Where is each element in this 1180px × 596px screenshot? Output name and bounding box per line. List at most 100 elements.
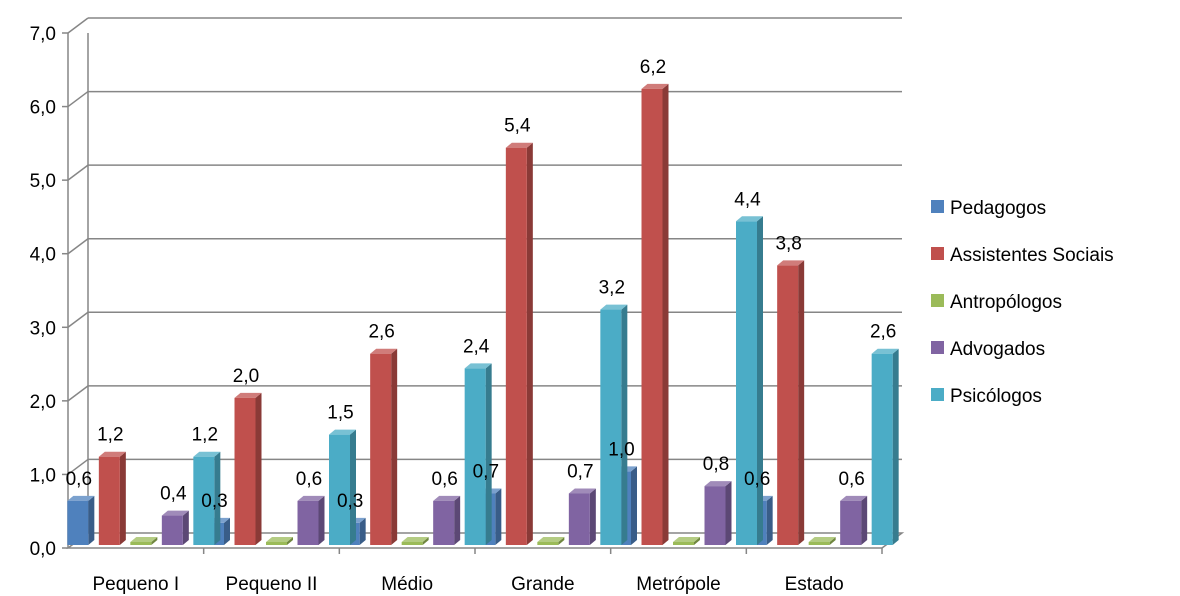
data-label: 2,0 <box>233 366 259 387</box>
bar-front <box>401 542 423 545</box>
bar <box>673 537 700 545</box>
gridline-side <box>67 90 89 108</box>
bar-front <box>871 353 893 545</box>
bar-top <box>840 495 868 501</box>
bar-top <box>537 537 565 542</box>
data-label: 0,3 <box>201 491 227 512</box>
bar-front <box>67 500 89 545</box>
bar-side <box>255 392 262 545</box>
gridline-side <box>67 385 89 402</box>
bar-top <box>161 510 189 516</box>
bar <box>600 304 628 545</box>
bar-front <box>736 221 757 546</box>
data-label: 3,8 <box>775 233 801 254</box>
bar-side <box>631 466 637 545</box>
bar <box>808 537 836 545</box>
x-tick-label: Estado <box>785 574 844 595</box>
axes: 0,0 1,0 2,0 3,0 4,0 5,0 6,0 7,0 Pequeno I Pequeno… <box>30 24 905 595</box>
bars <box>67 83 899 546</box>
bar-side <box>526 142 533 545</box>
legend-item: Assistentes Sociais <box>931 245 1114 266</box>
legend-label: Assistentes Sociais <box>950 245 1114 266</box>
bar-side <box>829 537 836 545</box>
data-label: 0,4 <box>160 484 187 505</box>
legend-label: Advogados <box>950 339 1045 360</box>
data-label: 2,4 <box>463 336 490 357</box>
bar-side <box>694 537 700 545</box>
gridline-side <box>67 17 89 34</box>
legend-item: Antropólogos <box>931 292 1062 313</box>
bar-front <box>234 397 256 545</box>
bar-top <box>871 348 899 354</box>
x-tick-label: Grande <box>511 574 574 595</box>
bar-front <box>600 309 622 545</box>
y-tick-label: 6,0 <box>30 98 56 119</box>
bar-top <box>130 537 158 542</box>
gridline-side <box>67 458 89 476</box>
bar-side <box>662 83 669 545</box>
bar <box>67 495 95 545</box>
bar-front <box>193 456 215 545</box>
bar-front <box>464 368 486 545</box>
bar-top <box>234 392 262 398</box>
gridline-side <box>67 164 89 181</box>
x-tick-label: Pequeno II <box>226 574 318 595</box>
bar <box>193 451 221 545</box>
bar-front <box>704 486 726 545</box>
data-label: 0,6 <box>66 469 92 490</box>
y-tick-label: 0,0 <box>30 539 56 560</box>
bar-front <box>329 434 350 545</box>
bar-side <box>892 348 899 545</box>
x-tick-label: Médio <box>381 574 433 595</box>
data-label: 0,8 <box>703 454 729 475</box>
bar-front <box>537 542 559 545</box>
data-label: 0,6 <box>838 469 864 490</box>
bar <box>98 451 126 545</box>
bar-top <box>67 495 95 501</box>
bar-top <box>600 304 628 310</box>
bar <box>464 363 492 545</box>
y-tick-label: 3,0 <box>30 318 56 339</box>
bar-top <box>433 495 461 501</box>
bar <box>329 429 356 545</box>
bar-side <box>318 495 325 545</box>
bar-front <box>777 265 799 545</box>
bar-front <box>840 500 862 545</box>
bar-side <box>861 495 868 545</box>
bar <box>641 83 669 545</box>
y-tick-label: 1,0 <box>30 465 56 486</box>
bar-side <box>287 537 293 545</box>
x-tick-label: Metrópole <box>636 574 721 595</box>
data-label: 3,2 <box>599 278 625 299</box>
bar-front <box>673 542 694 545</box>
gridline-side <box>67 311 89 328</box>
bar-front <box>568 493 590 545</box>
bar-side <box>214 451 221 545</box>
legend-item: Psicólogos <box>931 386 1042 407</box>
bar-side <box>391 348 398 545</box>
bar-top <box>266 537 293 542</box>
grid <box>67 17 902 533</box>
data-label: 0,6 <box>744 469 770 490</box>
data-label: 0,7 <box>567 462 593 483</box>
data-label: 0,7 <box>473 462 499 483</box>
legend-label: Antropólogos <box>950 292 1062 313</box>
data-label: 2,6 <box>368 322 394 343</box>
bar-side <box>359 517 366 545</box>
bar-front <box>370 353 392 545</box>
legend-swatch <box>931 388 944 401</box>
bar <box>130 537 158 545</box>
bar <box>401 537 429 545</box>
bar-front <box>266 542 287 545</box>
y-tick-label: 2,0 <box>30 392 56 413</box>
gridline-side <box>67 238 89 255</box>
legend-item: Pedagogos <box>931 198 1046 219</box>
data-label: 1,2 <box>192 425 218 446</box>
bar-side <box>119 451 126 545</box>
bar-top <box>704 481 732 487</box>
bar-top <box>401 537 429 542</box>
data-labels: 0,6 0,3 0,3 0,7 1,0 0,6 1,2 2,0 2,6 5,4 6,2 3,8 0,4 0… <box>66 57 897 512</box>
bar-side <box>422 537 429 545</box>
y-tick-label: 5,0 <box>30 171 56 192</box>
